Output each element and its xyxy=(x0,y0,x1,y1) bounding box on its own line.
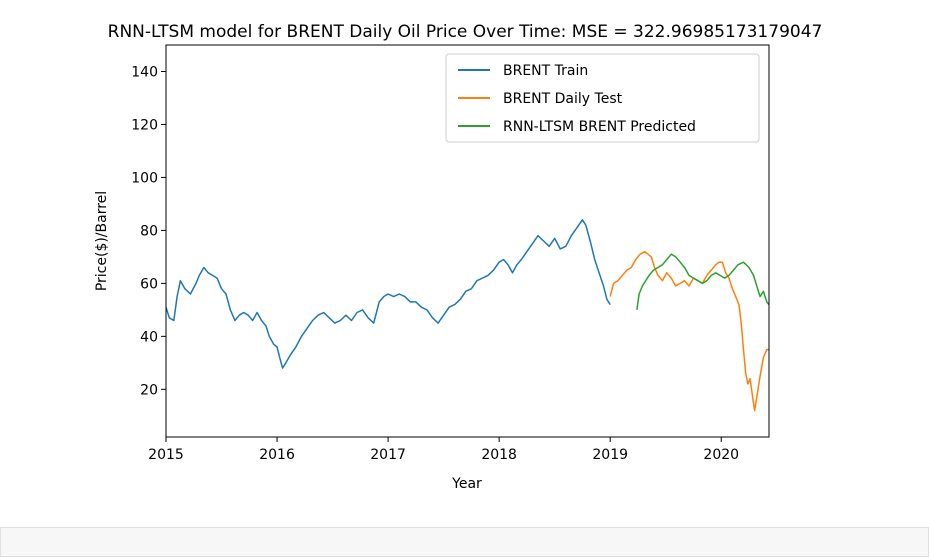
y-axis-label: Price($)/Barrel xyxy=(94,191,110,291)
chart: RNN-LTSM model for BRENT Daily Oil Price… xyxy=(94,22,823,492)
x-tick-label: 2020 xyxy=(703,447,739,463)
chart-title: RNN-LTSM model for BRENT Daily Oil Price… xyxy=(108,22,823,42)
axes-frame xyxy=(165,44,770,438)
series-line-0 xyxy=(165,219,611,369)
x-axis-ticks: 2015 2016 2017 2018 2019 2020 xyxy=(148,437,739,463)
y-tick-label: 140 xyxy=(131,64,158,80)
y-axis-ticks: 20 40 60 80 100 120 140 xyxy=(131,64,166,398)
y-tick-label: 40 xyxy=(140,329,158,345)
y-tick-label: 120 xyxy=(131,117,158,133)
y-tick-label: 20 xyxy=(140,382,158,398)
x-tick-label: 2018 xyxy=(481,447,517,463)
next-notebook-cell[interactable] xyxy=(0,527,929,557)
series-line-2 xyxy=(636,253,770,311)
plot-lines xyxy=(165,219,770,412)
x-tick-label: 2015 xyxy=(148,447,184,463)
x-tick-label: 2017 xyxy=(370,447,406,463)
legend-label-1: BRENT Daily Test xyxy=(503,91,623,107)
x-axis-label: Year xyxy=(451,476,482,492)
y-tick-label: 100 xyxy=(131,170,158,186)
legend-box xyxy=(445,53,760,143)
y-tick-label: 80 xyxy=(140,223,158,239)
legend: BRENT Train BRENT Daily Test RNN-LTSM BREN… xyxy=(445,53,760,143)
x-tick-label: 2016 xyxy=(259,447,295,463)
x-tick-label: 2019 xyxy=(592,447,628,463)
legend-label-2: RNN-LTSM BRENT Predicted xyxy=(503,119,696,135)
legend-label-0: BRENT Train xyxy=(503,63,588,79)
y-tick-label: 60 xyxy=(140,276,158,292)
